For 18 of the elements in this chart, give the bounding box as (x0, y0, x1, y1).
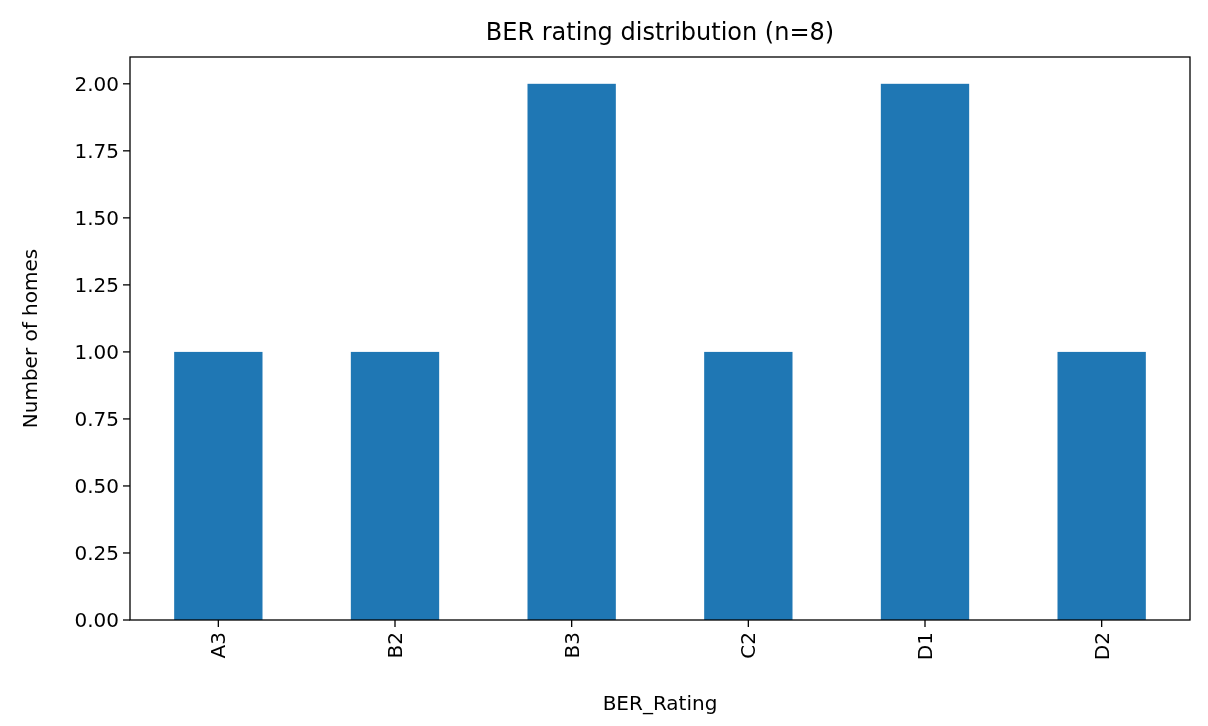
y-tick-label: 1.00 (74, 339, 119, 364)
x-tick-label: D1 (913, 632, 937, 661)
y-tick-label: 1.75 (74, 138, 119, 163)
y-tick-label: 0.00 (74, 608, 119, 632)
y-tick-label: 1.25 (74, 272, 119, 297)
y-tick-label: 0.25 (74, 540, 119, 565)
x-tick-label: B2 (383, 632, 407, 659)
x-tick-label: C2 (736, 632, 761, 659)
chart-title: BER rating distribution (n=8) (485, 18, 835, 46)
x-tick-label: B3 (559, 632, 584, 659)
y-tick-label: 2.00 (74, 71, 119, 96)
y-tick-label: 0.75 (74, 406, 119, 431)
x-axis-title: BER_Rating (602, 691, 718, 715)
x-tick-label: D2 (1089, 632, 1114, 661)
y-tick-label: 0.50 (74, 473, 119, 498)
y-axis-title: Number of homes (18, 248, 42, 429)
x-tick-label: A3 (206, 632, 231, 659)
y-tick-label: 1.50 (74, 205, 119, 230)
